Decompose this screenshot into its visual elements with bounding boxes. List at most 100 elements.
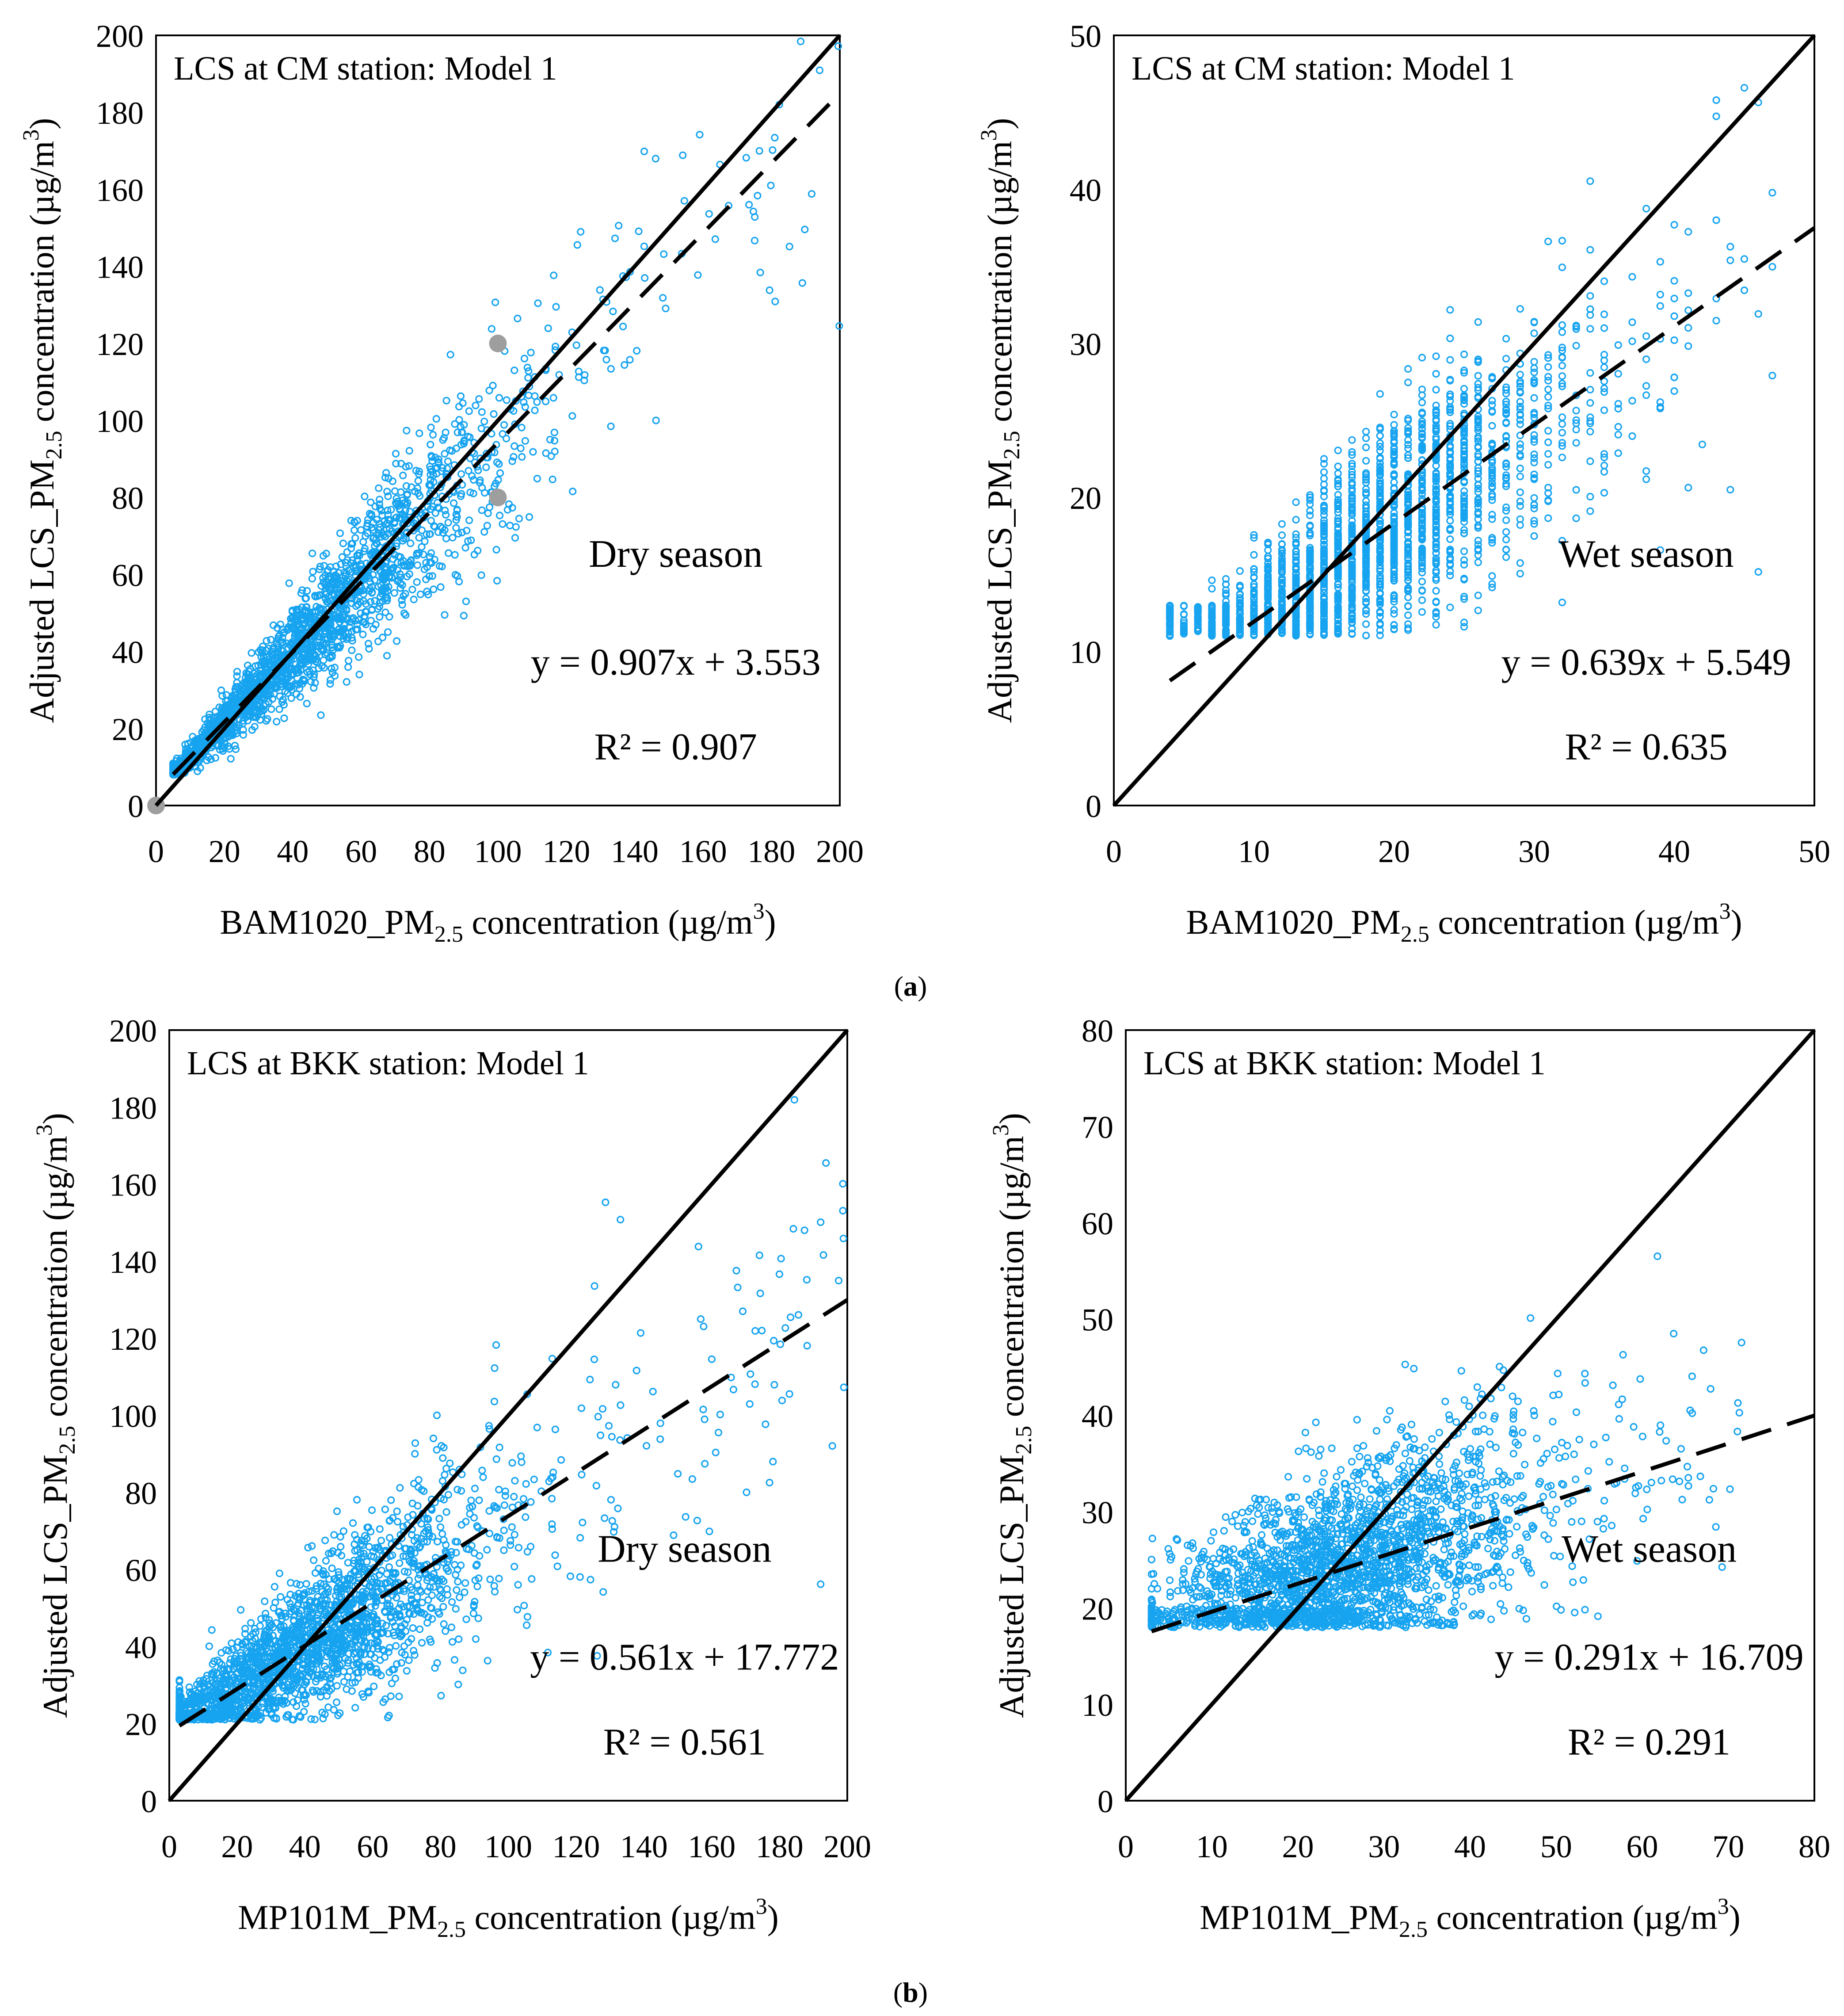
cm-dry-data-point bbox=[577, 228, 585, 236]
cm-wet-data-point bbox=[1712, 96, 1720, 104]
cm-wet-data-point bbox=[1600, 406, 1608, 414]
cm-dry-season-label: Dry season bbox=[589, 533, 762, 576]
cm-wet-data-point bbox=[1670, 277, 1678, 285]
cm-dry-data-point bbox=[350, 526, 358, 535]
cm-dry-data-point bbox=[484, 509, 492, 517]
cm-wet-data-point bbox=[1530, 364, 1538, 372]
cm-dry-data-point bbox=[454, 530, 462, 538]
cm-wet-data-point bbox=[1600, 468, 1608, 476]
bkk-dry-data-point bbox=[576, 1573, 584, 1581]
cm-dry-data-point bbox=[368, 605, 376, 613]
cm-wet-data-point bbox=[1530, 494, 1538, 502]
cm-dry-x-tick-label: 120 bbox=[542, 834, 590, 869]
cm-wet-x-tick-label: 0 bbox=[1106, 834, 1122, 869]
cm-dry-y-tick-label: 80 bbox=[112, 481, 144, 516]
cm-dry-data-point bbox=[415, 429, 423, 437]
cm-dry-data-point bbox=[751, 237, 759, 244]
bkk-dry-data-point bbox=[277, 1593, 285, 1601]
bkk-dry-data-point bbox=[601, 1514, 609, 1522]
bkk-dry-data-point bbox=[492, 1455, 500, 1463]
cm-wet-data-point bbox=[1642, 205, 1650, 213]
cm-dry-data-point bbox=[621, 361, 629, 369]
cm-dry-data-point bbox=[600, 347, 608, 355]
bkk-dry-data-point bbox=[247, 1619, 255, 1627]
cm-wet-data-point bbox=[1642, 332, 1650, 340]
cm-dry-x-tick-label: 60 bbox=[345, 834, 377, 869]
cm-dry-data-point bbox=[374, 638, 382, 645]
bkk-dry-data-point bbox=[500, 1546, 508, 1554]
cm-dry-data-point bbox=[493, 458, 501, 466]
cm-wet-data-point bbox=[1642, 355, 1650, 363]
cm-dry-data-point bbox=[771, 298, 779, 305]
cm-wet-data-point bbox=[1572, 439, 1580, 447]
cm-dry-data-point bbox=[280, 701, 288, 709]
cm-dry-data-point bbox=[361, 493, 369, 500]
cm-dry-data-point bbox=[569, 487, 577, 496]
cm-dry-data-point bbox=[531, 392, 539, 400]
cm-wet-data-point bbox=[1530, 532, 1538, 540]
cm-wet-data-point bbox=[1236, 567, 1244, 575]
cm-dry-data-point bbox=[354, 653, 363, 661]
cm-wet-data-point bbox=[1502, 535, 1510, 544]
cm-dry-data-point bbox=[572, 341, 580, 349]
cm-dry-data-point bbox=[404, 562, 411, 570]
cm-dry-data-point bbox=[534, 299, 542, 307]
cm-wet-data-point bbox=[1278, 531, 1286, 539]
cm-wet-data-point bbox=[1390, 610, 1398, 618]
cm-wet-data-point bbox=[1404, 444, 1412, 453]
cm-dry-axes bbox=[155, 34, 841, 806]
cm-dry-data-point bbox=[396, 570, 404, 578]
cm-dry-data-point bbox=[766, 286, 773, 294]
cm-dry-data-point bbox=[518, 453, 526, 461]
cm-wet-data-point bbox=[1362, 434, 1370, 442]
cm-dry-y-tick-label: 120 bbox=[96, 327, 144, 362]
cm-dry-data-point bbox=[514, 314, 522, 323]
cm-dry-data-point bbox=[392, 459, 400, 468]
cm-wet-data-point bbox=[1600, 462, 1608, 470]
cm-dry-data-point bbox=[525, 391, 533, 399]
cm-dry-data-point bbox=[602, 355, 610, 364]
cm-dry-x-tick-label: 140 bbox=[611, 834, 659, 869]
cm-wet-data-point bbox=[1418, 398, 1426, 407]
cm-dry-data-point bbox=[434, 504, 442, 512]
cm-dry-data-point bbox=[568, 412, 576, 420]
cm-dry-data-point bbox=[482, 463, 490, 471]
cm-dry-data-point bbox=[405, 447, 413, 455]
cm-dry-data-point bbox=[303, 699, 311, 708]
cm-wet-data-point bbox=[1670, 336, 1678, 344]
cm-dry-data-point bbox=[451, 420, 459, 428]
cm-wet-data-point bbox=[1558, 237, 1566, 245]
cm-dry-data-point bbox=[428, 572, 437, 580]
cm-dry-data-point bbox=[429, 431, 437, 439]
cm-dry-data-point bbox=[546, 435, 554, 443]
cm-dry-y-axis-label: Adjusted LCS_PM2.5 concentration (µg/m3) bbox=[19, 118, 67, 723]
cm-wet-data-point bbox=[1334, 447, 1342, 454]
cm-dry-data-point bbox=[742, 154, 750, 162]
cm-wet-data-point bbox=[1530, 458, 1538, 466]
cm-wet-data-point bbox=[1404, 611, 1412, 619]
cm-dry-data-point bbox=[815, 66, 824, 74]
cm-dry-data-point bbox=[462, 597, 470, 605]
cm-wet-y-tick-label: 30 bbox=[1070, 327, 1101, 362]
cm-dry-data-point bbox=[475, 395, 483, 403]
cm-dry-data-point bbox=[326, 676, 335, 684]
cm-dry-data-point bbox=[416, 590, 425, 598]
cm-wet-data-point bbox=[1600, 277, 1608, 285]
cm-wet-regression-line bbox=[1169, 226, 1816, 683]
cm-dry-data-point bbox=[418, 543, 426, 551]
cm-dry-data-point bbox=[694, 271, 702, 279]
cm-dry-data-point bbox=[801, 225, 809, 233]
cm-dry-x-tick-label: 0 bbox=[148, 834, 164, 869]
cm-wet-data-point bbox=[1670, 312, 1678, 320]
cm-wet-data-point bbox=[1516, 440, 1524, 448]
cm-dry-data-point bbox=[550, 437, 559, 445]
cm-wet-data-point bbox=[1502, 553, 1510, 561]
cm-wet-data-point bbox=[1516, 370, 1524, 378]
cm-wet-data-point bbox=[1404, 365, 1412, 373]
cm-wet-data-point bbox=[1586, 493, 1594, 501]
cm-dry-y-tick-label: 180 bbox=[96, 95, 144, 131]
cm-dry-data-point bbox=[798, 279, 806, 287]
cm-wet-x-axis-label: BAM1020_PM2.5 concentration (µg/m3) bbox=[1186, 899, 1742, 947]
cm-wet-data-point bbox=[1446, 517, 1454, 525]
